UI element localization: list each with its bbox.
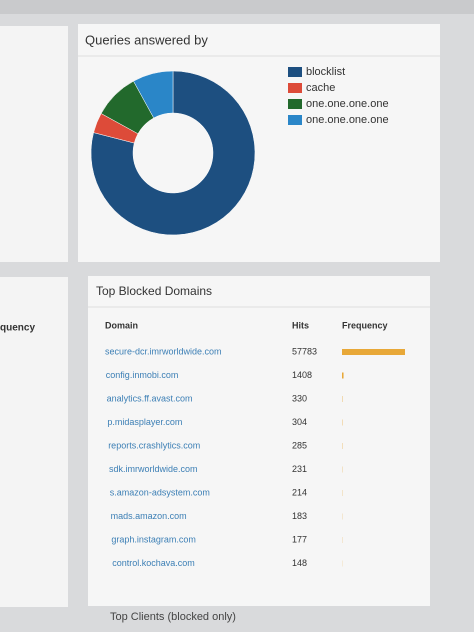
legend-swatch [288,67,302,77]
table-title: Top Blocked Domains [96,284,212,298]
hits: 231 [292,464,307,474]
domain-link: control.kochava.com [112,558,195,568]
column-header: Domain [105,320,138,330]
left-panel-header: quency [0,323,35,334]
pie-title: Queries answered by [85,32,208,47]
domain-link: p.midasplayer.com [107,417,182,427]
domain-link: secure-dcr.imrworldwide.com [105,346,222,356]
frequency-bar [342,349,405,355]
hits: 304 [292,417,307,427]
legend-swatch [288,99,302,109]
hits: 148 [292,558,307,568]
domain-link: config.inmobi.com [106,370,179,380]
domain-link: reports.crashlytics.com [108,440,200,450]
column-header: Hits [292,320,309,330]
domain-link: graph.instagram.com [111,534,196,544]
footer-title: Top Clients (blocked only) [110,611,236,623]
legend-label: blocklist [306,66,345,78]
domain-link: mads.amazon.com [111,511,187,521]
column-header: Frequency [342,320,388,330]
left-panel-bottom [0,277,68,607]
legend-swatch [288,115,302,125]
legend-swatch [288,83,302,93]
pie-slice [133,70,174,119]
legend-label: one.one.one.one [306,114,389,126]
hits: 177 [292,534,307,544]
hits: 57783 [292,346,317,356]
hits: 183 [292,511,307,521]
hits: 214 [292,487,307,497]
hits: 330 [292,393,307,403]
left-panel-top [0,26,68,262]
pie [90,70,256,236]
domain-link: s.amazon-adsystem.com [110,487,210,497]
domain-link: sdk.imrworldwide.com [109,464,198,474]
legend: blocklist cache one.one.one.one one.one.one… [288,66,389,126]
table-card [88,276,430,606]
top-strip [0,0,474,14]
hits: 285 [292,440,307,450]
hits: 1408 [292,370,312,380]
table: Domain Hits Frequency secure-dcr.imrworldwi… [105,320,405,568]
legend-label: one.one.one.one [306,98,389,110]
legend-label: cache [306,82,335,94]
pie-slice [90,70,256,236]
domain-link: analytics.ff.avast.com [107,393,193,403]
frequency-bar [342,372,344,379]
